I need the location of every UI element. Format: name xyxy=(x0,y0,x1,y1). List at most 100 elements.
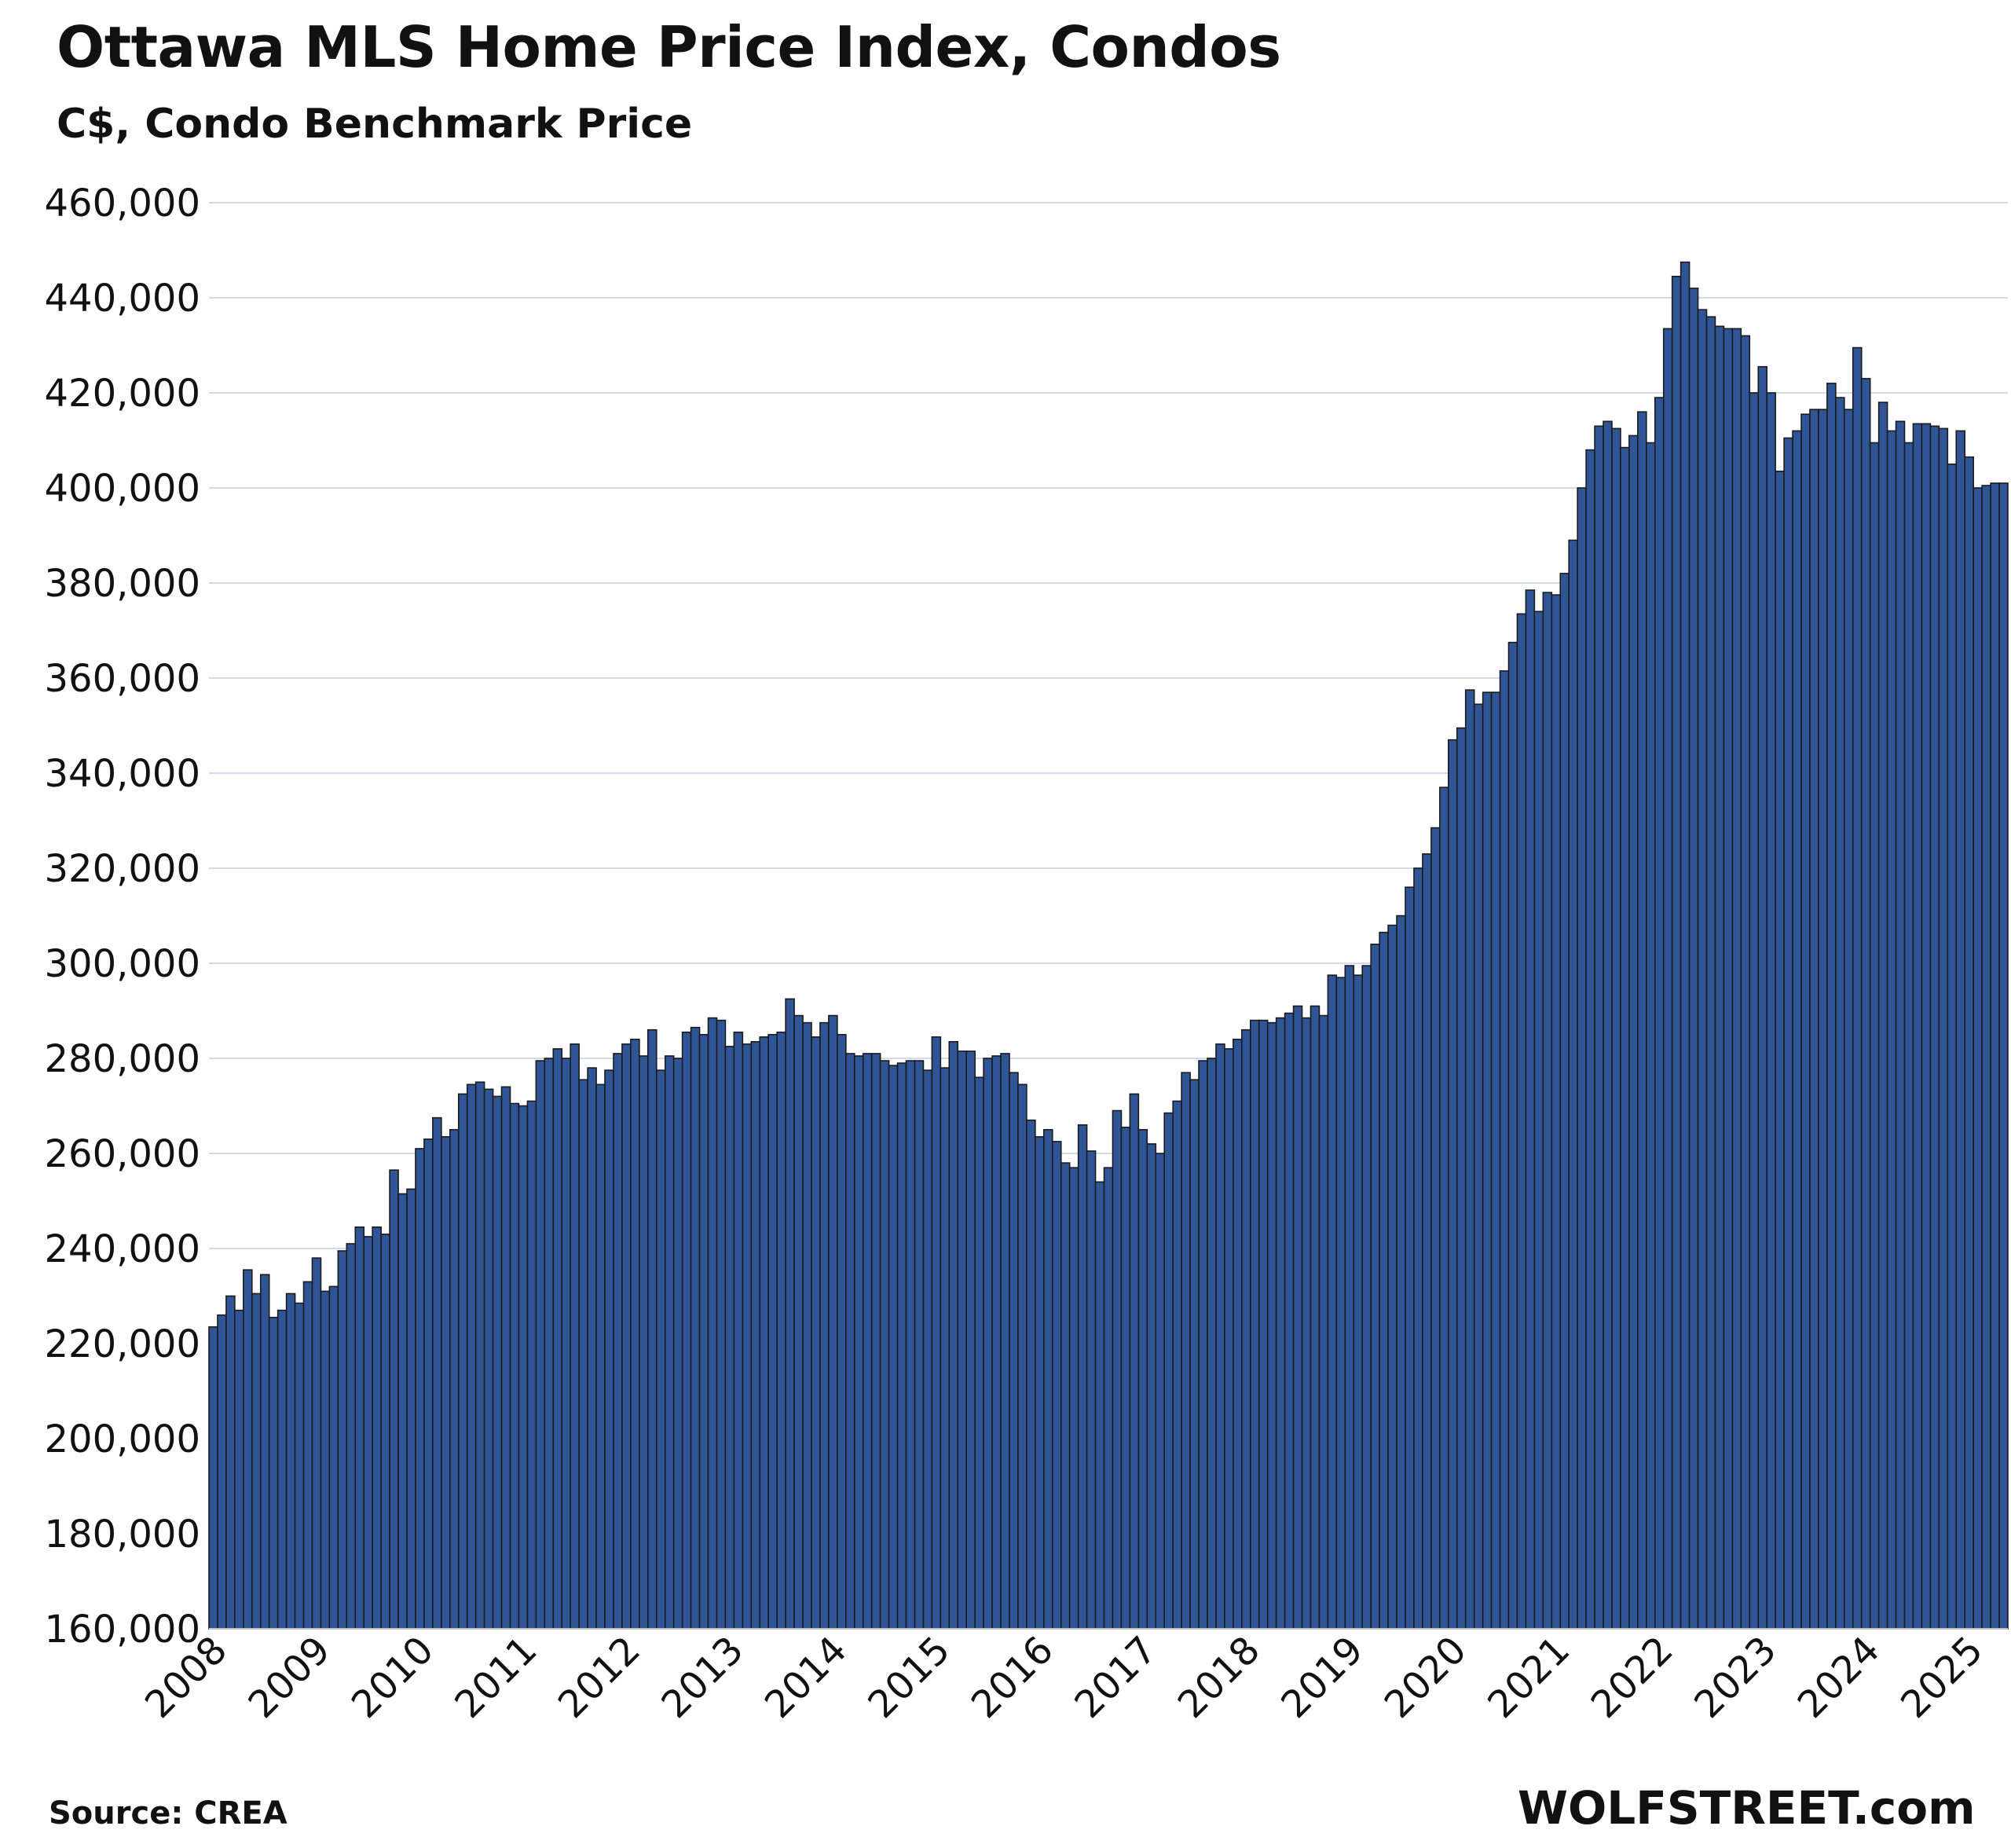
x-tick-label: 2011 xyxy=(446,1628,545,1727)
bar xyxy=(311,1257,322,1630)
bar xyxy=(672,1058,683,1630)
bar xyxy=(862,1053,873,1630)
bar xyxy=(604,1069,614,1630)
bar xyxy=(879,1060,890,1630)
bar xyxy=(1137,1128,1148,1630)
bar xyxy=(1844,409,1854,1630)
bar xyxy=(570,1043,580,1630)
bar xyxy=(1043,1128,1053,1630)
bar xyxy=(1731,328,1742,1630)
bar xyxy=(1757,365,1768,1630)
bar xyxy=(518,1105,529,1630)
bar xyxy=(931,1036,942,1630)
bar xyxy=(1603,420,1613,1630)
bar xyxy=(1516,613,1527,1630)
bar xyxy=(974,1076,984,1630)
bar xyxy=(225,1295,236,1630)
bar xyxy=(690,1026,701,1630)
bar xyxy=(1852,346,1863,1630)
bar xyxy=(268,1316,279,1630)
bar xyxy=(983,1058,993,1630)
bar xyxy=(380,1234,390,1630)
x-tick-label: 2010 xyxy=(343,1628,442,1727)
bar xyxy=(1990,482,2000,1630)
bar xyxy=(1981,485,1991,1630)
bar xyxy=(449,1128,460,1630)
bar xyxy=(1086,1150,1097,1630)
bar xyxy=(1448,739,1458,1630)
bar xyxy=(509,1102,520,1630)
bar xyxy=(853,1055,864,1630)
bar xyxy=(1094,1181,1105,1630)
bar xyxy=(845,1053,855,1630)
bar xyxy=(483,1088,494,1630)
bar xyxy=(415,1148,425,1630)
bar xyxy=(1964,456,1974,1630)
bar xyxy=(1430,827,1441,1630)
bar xyxy=(621,1043,632,1630)
bar xyxy=(759,1036,769,1630)
bar xyxy=(1482,691,1493,1630)
bar xyxy=(552,1048,563,1630)
bar xyxy=(1163,1112,1174,1630)
bar xyxy=(750,1041,761,1630)
x-tick-label: 2020 xyxy=(1376,1628,1475,1727)
bar xyxy=(1860,378,1871,1630)
bar xyxy=(1654,397,1665,1630)
bar xyxy=(1017,1084,1027,1630)
bar xyxy=(1973,487,1983,1630)
bar xyxy=(1783,437,1793,1630)
bar xyxy=(578,1079,588,1630)
y-tick-label: 320,000 xyxy=(45,847,201,891)
bar xyxy=(793,1014,804,1630)
bar xyxy=(441,1136,451,1630)
bar xyxy=(1671,275,1682,1630)
y-tick-label: 460,000 xyxy=(45,182,201,226)
bar xyxy=(724,1046,735,1630)
bar xyxy=(1077,1124,1088,1630)
bar xyxy=(1224,1048,1234,1630)
bar xyxy=(1895,420,1906,1630)
bar xyxy=(888,1065,899,1630)
bar xyxy=(1172,1100,1182,1630)
bar xyxy=(544,1058,555,1630)
bar xyxy=(1637,411,1647,1630)
bar xyxy=(1792,430,1802,1630)
bar xyxy=(1051,1141,1062,1630)
bar xyxy=(1869,442,1880,1630)
bar xyxy=(1327,974,1338,1630)
bar xyxy=(1646,442,1656,1630)
bar xyxy=(1370,944,1380,1630)
y-tick-label: 160,000 xyxy=(45,1608,201,1652)
bar xyxy=(940,1067,951,1630)
bar xyxy=(1344,965,1355,1630)
bar xyxy=(1155,1153,1166,1630)
bar xyxy=(1310,1005,1321,1630)
bar xyxy=(1422,853,1432,1630)
bar xyxy=(1714,325,1725,1630)
chart-title: Ottawa MLS Home Price Index, Condos xyxy=(57,14,1281,80)
chart-subtitle: C$, Condo Benchmark Price xyxy=(57,101,693,148)
bar xyxy=(1215,1043,1225,1630)
bar xyxy=(397,1193,408,1630)
bar xyxy=(1000,1053,1010,1630)
brand-watermark: WOLFSTREET.com xyxy=(1518,1781,1976,1835)
bar xyxy=(492,1095,503,1630)
bar xyxy=(733,1031,744,1630)
bar xyxy=(1473,703,1484,1630)
bar xyxy=(535,1060,546,1630)
bar xyxy=(1439,786,1449,1630)
bar xyxy=(1749,392,1760,1630)
bar xyxy=(742,1043,753,1630)
bar xyxy=(1189,1079,1200,1630)
bar xyxy=(1775,471,1785,1630)
bar xyxy=(1929,425,1940,1630)
x-tick-label: 2025 xyxy=(1892,1628,1991,1727)
bar xyxy=(1628,434,1639,1630)
bar xyxy=(1405,886,1415,1630)
bar xyxy=(819,1021,830,1630)
bar xyxy=(1387,924,1397,1630)
y-axis-ticks: 160,000 180,000 200,000 220,000 240,000 260,0… xyxy=(45,182,201,1652)
bar xyxy=(1533,610,1544,1630)
